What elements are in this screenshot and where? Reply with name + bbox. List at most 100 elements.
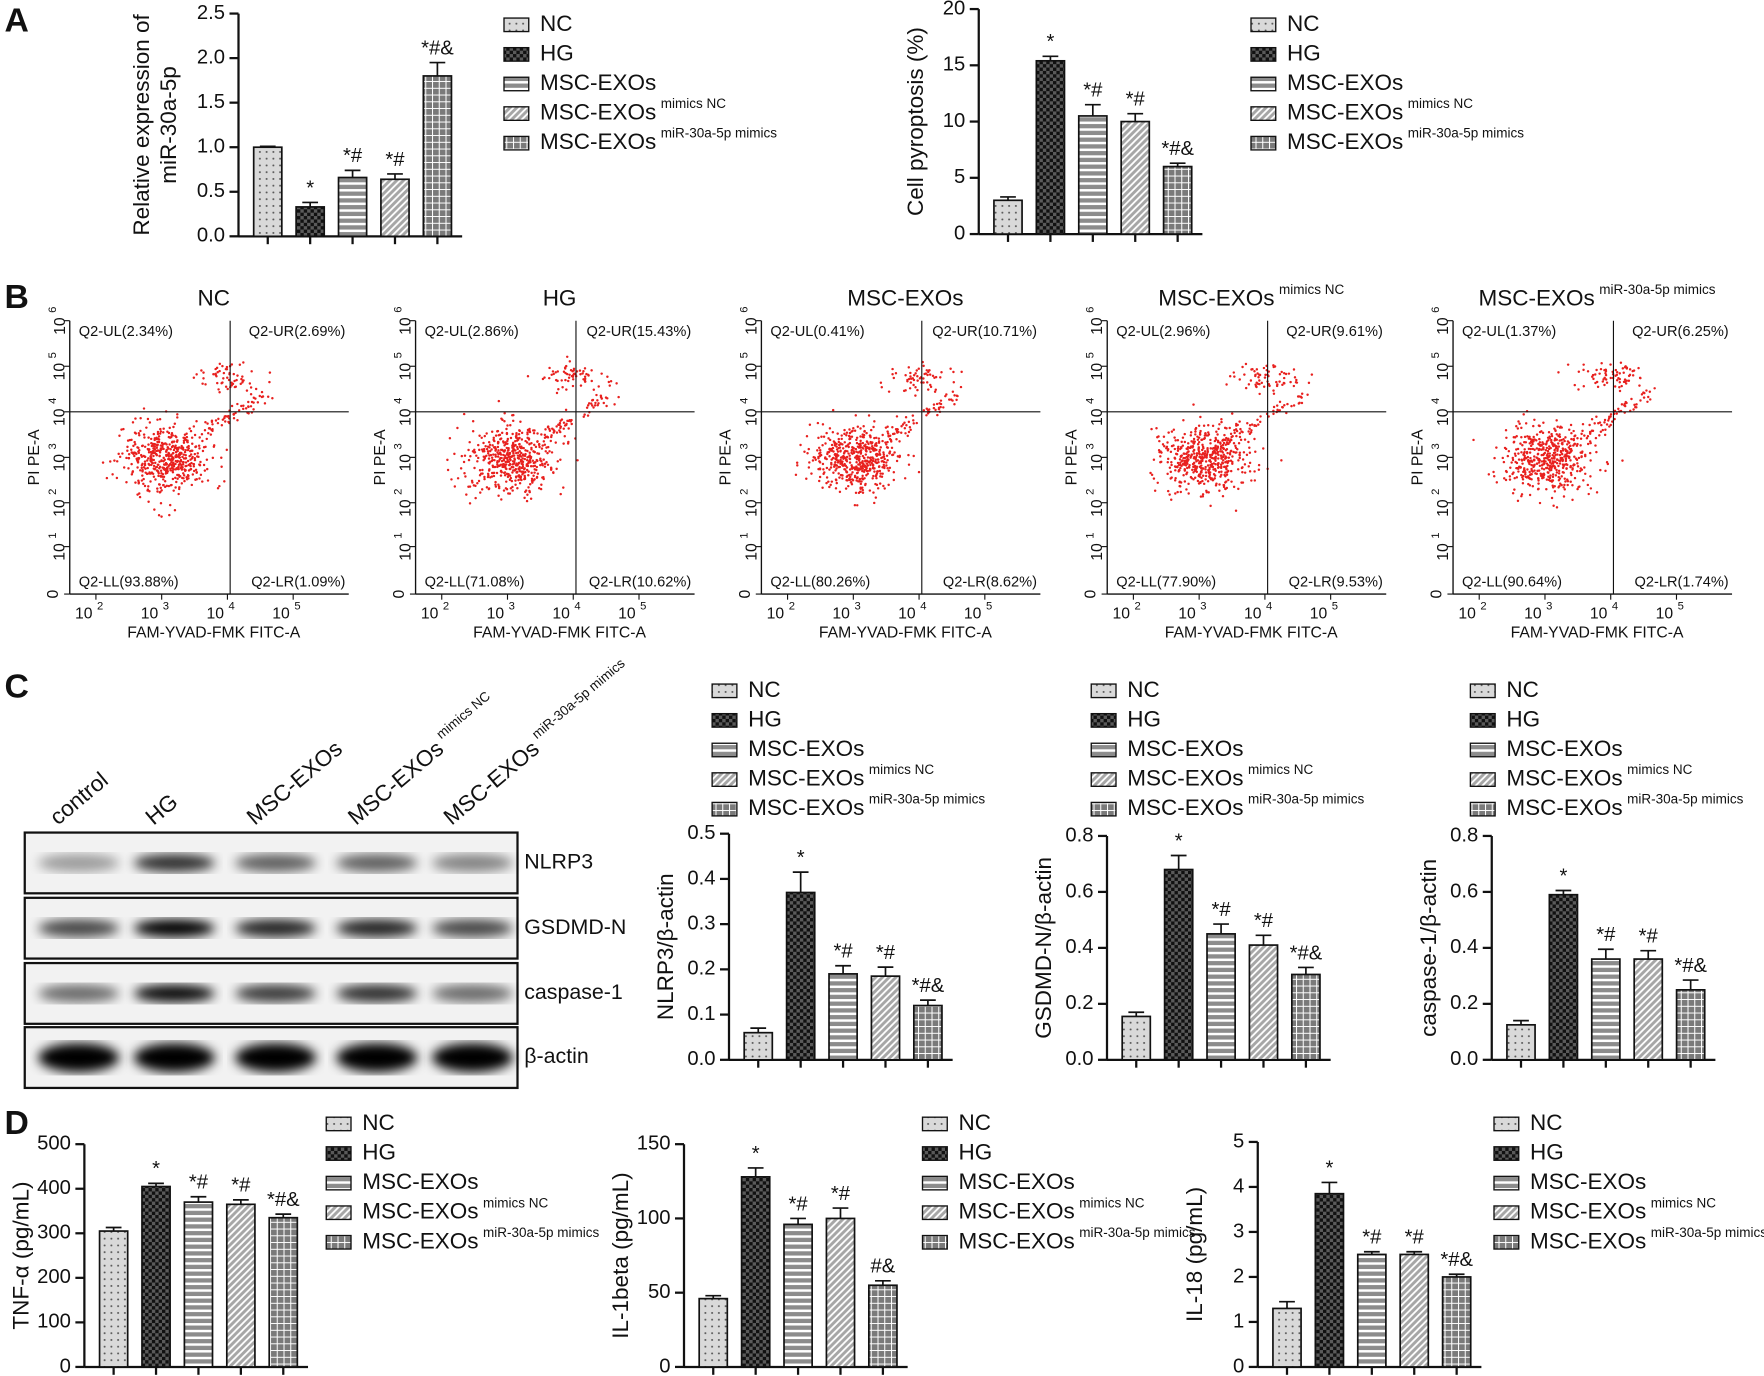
event-dot bbox=[482, 458, 485, 462]
event-dot bbox=[1166, 457, 1170, 461]
legend-label-main: MSC-EXOs bbox=[1530, 1199, 1646, 1224]
event-dot bbox=[562, 486, 565, 489]
event-dot bbox=[1624, 400, 1627, 404]
event-dot bbox=[874, 482, 877, 486]
event-dot bbox=[210, 420, 214, 424]
event-dot bbox=[1572, 438, 1575, 442]
legend-swatch bbox=[1250, 76, 1277, 92]
event-dot bbox=[1226, 464, 1229, 468]
event-dot bbox=[565, 355, 569, 359]
bar bbox=[1206, 933, 1236, 1061]
blot-band bbox=[336, 853, 418, 872]
legend-label-sup: mimics NC bbox=[1408, 96, 1473, 111]
event-dot bbox=[1544, 443, 1548, 446]
y-tick-label-main: 10 bbox=[1089, 363, 1106, 381]
event-dot bbox=[1186, 462, 1189, 466]
event-dot bbox=[1508, 475, 1512, 478]
event-dot bbox=[192, 469, 196, 473]
event-dot bbox=[453, 485, 457, 488]
event-dot bbox=[1609, 423, 1613, 427]
event-dot bbox=[1228, 375, 1232, 378]
event-dot bbox=[1214, 447, 1217, 451]
event-dot bbox=[191, 473, 195, 476]
event-dot bbox=[1200, 459, 1203, 463]
event-dot bbox=[1556, 449, 1559, 452]
event-dot bbox=[1558, 462, 1562, 465]
event-dot bbox=[1528, 470, 1531, 474]
error-bar bbox=[1513, 1019, 1529, 1025]
event-dot bbox=[1250, 479, 1253, 482]
event-dot bbox=[147, 500, 150, 503]
event-dot bbox=[1176, 449, 1180, 452]
event-dot bbox=[1183, 462, 1187, 465]
event-dot bbox=[555, 391, 559, 395]
event-dot bbox=[552, 372, 555, 376]
y-axis-label: IL-1beta (pg/mL) bbox=[608, 1172, 633, 1338]
event-dot bbox=[555, 431, 559, 434]
event-dot bbox=[833, 444, 837, 447]
event-dot bbox=[515, 431, 518, 435]
bar bbox=[740, 1176, 771, 1368]
event-dot bbox=[468, 440, 471, 444]
event-dot bbox=[1197, 461, 1201, 465]
event-dot bbox=[1247, 465, 1250, 468]
event-dot bbox=[911, 414, 915, 417]
event-dot bbox=[535, 465, 539, 469]
event-dot bbox=[564, 408, 568, 412]
event-dot bbox=[211, 428, 214, 431]
event-dot bbox=[1175, 452, 1179, 456]
event-dot bbox=[1541, 476, 1544, 480]
legend-label-main: MSC-EXOs bbox=[362, 1169, 478, 1194]
event-dot bbox=[1522, 413, 1525, 416]
event-dot bbox=[518, 482, 522, 485]
event-dot bbox=[467, 458, 471, 462]
event-dot bbox=[841, 477, 844, 480]
y-tick-label-sup: 5 bbox=[738, 352, 750, 358]
event-dot bbox=[885, 464, 888, 467]
event-dot bbox=[1225, 473, 1229, 476]
event-dot bbox=[1521, 462, 1524, 465]
event-dot bbox=[154, 478, 157, 481]
legend-swatch bbox=[711, 772, 738, 788]
event-dot bbox=[1605, 423, 1609, 426]
event-dot bbox=[1524, 457, 1528, 460]
event-dot bbox=[1256, 382, 1260, 386]
event-dot bbox=[216, 370, 219, 374]
event-dot bbox=[834, 469, 837, 472]
event-dot bbox=[917, 367, 921, 370]
event-dot bbox=[1239, 438, 1243, 442]
event-dot bbox=[497, 452, 500, 456]
x-tick-label: 10 2 bbox=[1112, 600, 1140, 622]
event-dot bbox=[1601, 428, 1605, 432]
event-dot bbox=[1237, 441, 1241, 445]
event-dot bbox=[1560, 483, 1563, 487]
event-dot bbox=[1156, 481, 1159, 485]
event-dot bbox=[494, 453, 497, 457]
event-dot bbox=[808, 461, 811, 464]
event-dot bbox=[268, 371, 272, 374]
event-dot bbox=[892, 376, 896, 380]
y-tick-label-main: 10 bbox=[1435, 363, 1452, 381]
event-dot bbox=[236, 402, 239, 406]
event-dot bbox=[1157, 435, 1160, 438]
event-dot bbox=[157, 474, 160, 478]
event-dot bbox=[263, 402, 267, 405]
event-dot bbox=[922, 409, 926, 412]
event-dot bbox=[873, 501, 876, 505]
event-dot bbox=[1248, 427, 1251, 430]
event-dot bbox=[1310, 373, 1314, 376]
event-dot bbox=[1217, 427, 1220, 431]
event-dot bbox=[189, 464, 192, 468]
event-dot bbox=[859, 449, 863, 452]
event-dot bbox=[1528, 493, 1532, 497]
event-dot bbox=[829, 483, 832, 487]
event-dot bbox=[161, 473, 165, 476]
significance-label: *#& bbox=[912, 975, 945, 997]
event-dot bbox=[465, 493, 468, 496]
event-dot bbox=[1296, 395, 1300, 398]
event-dot bbox=[587, 402, 591, 405]
error-bar bbox=[1170, 854, 1187, 870]
y-tick-label: 0.0 bbox=[687, 1048, 715, 1070]
event-dot bbox=[1158, 439, 1161, 443]
event-dot bbox=[572, 369, 575, 372]
